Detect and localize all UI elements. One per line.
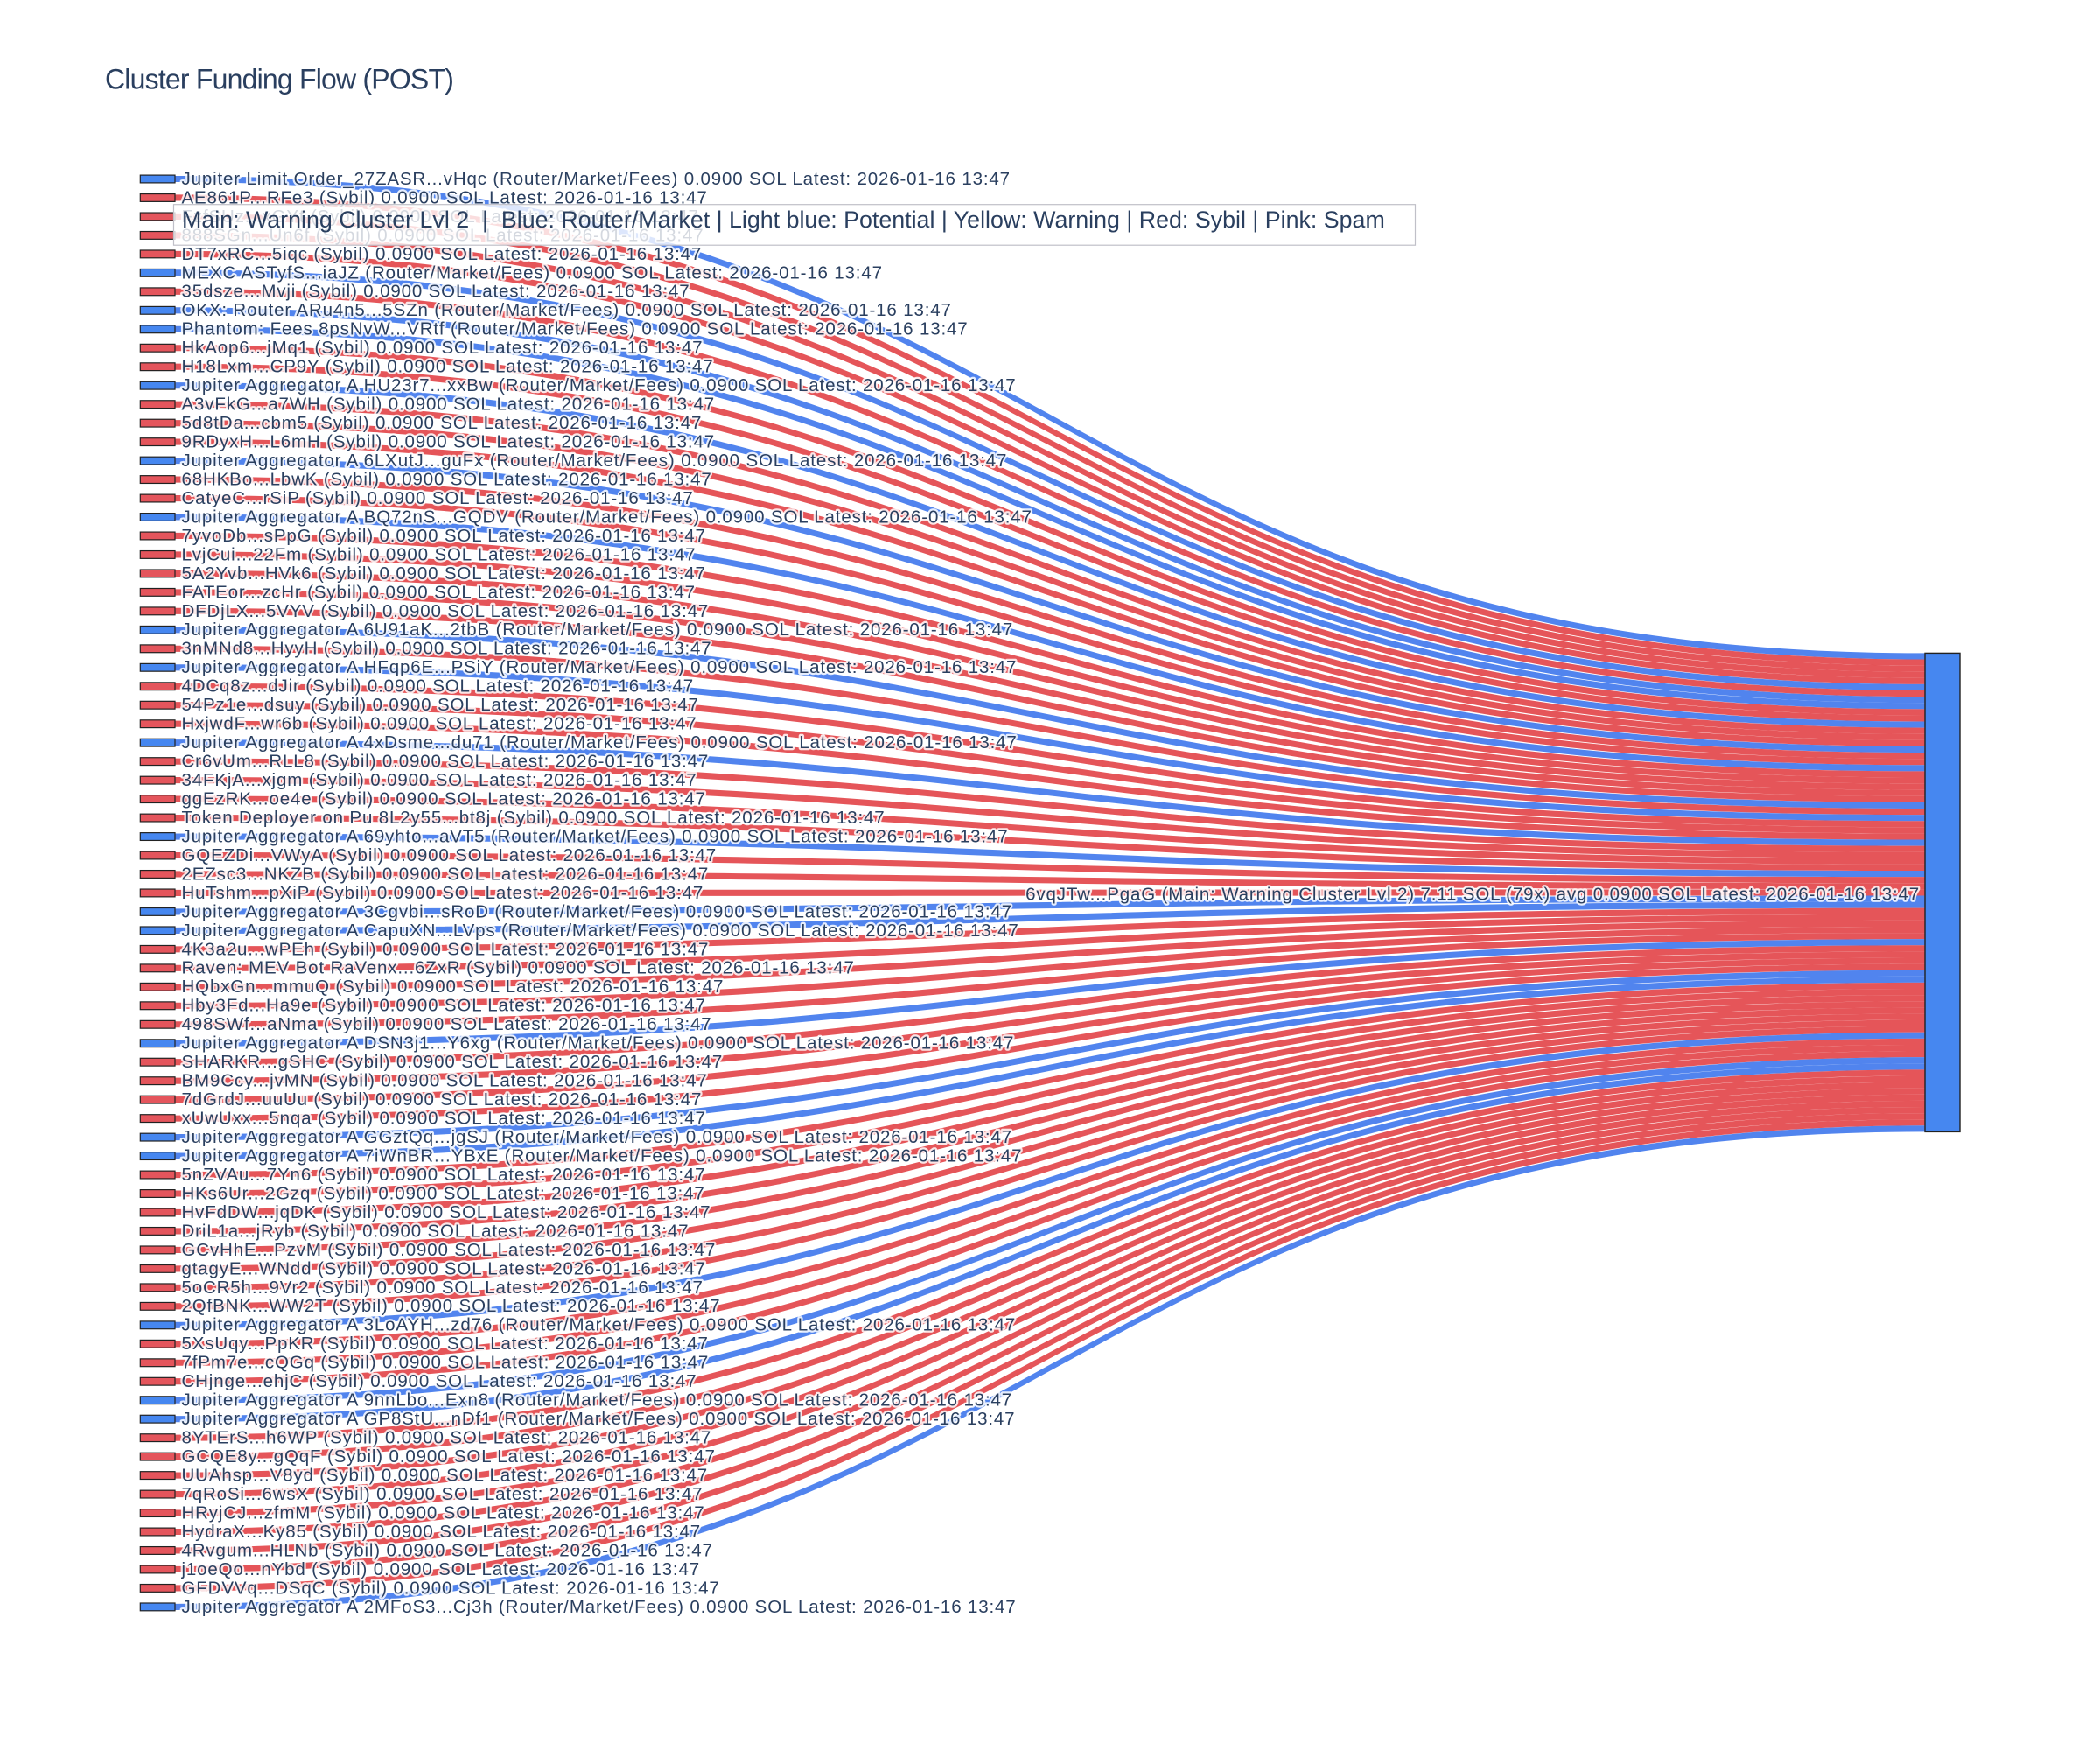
svg-text:7qRoSi...6wsX (Sybil) 0.0900 S: 7qRoSi...6wsX (Sybil) 0.0900 SOL Latest:… — [182, 1484, 704, 1504]
svg-text:4DCq8z...dJir (Sybil) 0.0900 S: 4DCq8z...dJir (Sybil) 0.0900 SOL Latest:… — [182, 676, 695, 696]
svg-text:Hby3Fd...Ha9e (Sybil) 0.0900 S: Hby3Fd...Ha9e (Sybil) 0.0900 SOL Latest:… — [182, 996, 706, 1016]
svg-text:DT7xRC...5iqc (Sybil) 0.0900 S: DT7xRC...5iqc (Sybil) 0.0900 SOL Latest:… — [182, 244, 703, 264]
svg-text:6vqJTw...PgaG (Main: Warning C: 6vqJTw...PgaG (Main: Warning Cluster Lvl… — [1026, 885, 1920, 905]
svg-text:3nMNd8...HyyH (Sybil) 0.0900 S: 3nMNd8...HyyH (Sybil) 0.0900 SOL Latest:… — [182, 639, 712, 659]
svg-text:5oCR5h...9Vr2 (Sybil) 0.0900 S: 5oCR5h...9Vr2 (Sybil) 0.0900 SOL Latest:… — [182, 1278, 704, 1298]
svg-text:7dGrdJ...uuUu (Sybil) 0.0900 S: 7dGrdJ...uuUu (Sybil) 0.0900 SOL Latest:… — [182, 1089, 703, 1110]
svg-text:5XsUqy...PpKR (Sybil) 0.0900 S: 5XsUqy...PpKR (Sybil) 0.0900 SOL Latest:… — [182, 1334, 709, 1354]
svg-text:BM9Ccy...jvMN (Sybil) 0.0900 S: BM9Ccy...jvMN (Sybil) 0.0900 SOL Latest:… — [182, 1071, 708, 1091]
svg-text:7yvoDb...sPpG (Sybil) 0.0900 S: 7yvoDb...sPpG (Sybil) 0.0900 SOL Latest:… — [182, 526, 706, 546]
svg-text:HKs6Ur...2Gzq (Sybil) 0.0900 S: HKs6Ur...2Gzq (Sybil) 0.0900 SOL Latest:… — [182, 1183, 705, 1203]
svg-text:GCQE8y...gQqF (Sybil) 0.0900 S: GCQE8y...gQqF (Sybil) 0.0900 SOL Latest:… — [182, 1446, 716, 1466]
svg-text:xUwUxx...5nqa (Sybil) 0.0900 S: xUwUxx...5nqa (Sybil) 0.0900 SOL Latest:… — [182, 1109, 706, 1129]
svg-text:Jupiter Aggregator A HU23r7...: Jupiter Aggregator A HU23r7...xxBw (Rout… — [182, 375, 1017, 396]
svg-text:HxjwdF...wr6b (Sybil) 0.0900 S: HxjwdF...wr6b (Sybil) 0.0900 SOL Latest:… — [182, 714, 697, 734]
svg-text:HydraX...Ky85 (Sybil) 0.0900 S: HydraX...Ky85 (Sybil) 0.0900 SOL Latest:… — [182, 1522, 702, 1542]
svg-text:Jupiter Aggregator A 69yhto...: Jupiter Aggregator A 69yhto...aVT5 (Rout… — [182, 826, 1009, 846]
svg-text:7fPm7e...cQGq (Sybil) 0.0900 S: 7fPm7e...cQGq (Sybil) 0.0900 SOL Latest:… — [182, 1353, 710, 1373]
svg-text:Raven: MEV Bot RaVenx...6ZxR (: Raven: MEV Bot RaVenx...6ZxR (Sybil) 0.0… — [182, 958, 855, 978]
svg-text:8YTErS...h6WP (Sybil) 0.0900 S: 8YTErS...h6WP (Sybil) 0.0900 SOL Latest:… — [182, 1428, 712, 1448]
svg-text:Token Deployer on Pu 8L2y55...: Token Deployer on Pu 8L2y55...bt8j (Sybi… — [182, 808, 886, 828]
svg-text:Jupiter Aggregator A 7iWnBR...: Jupiter Aggregator A 7iWnBR...YBxE (Rout… — [182, 1145, 1023, 1166]
svg-text:Jupiter Limit Order_27ZASR...v: Jupiter Limit Order_27ZASR...vHqc (Route… — [182, 169, 1011, 189]
svg-text:HuTshm...pXiP (Sybil) 0.0900 S: HuTshm...pXiP (Sybil) 0.0900 SOL Latest:… — [182, 883, 704, 903]
svg-text:Cluster Funding Flow (POST): Cluster Funding Flow (POST) — [105, 64, 453, 95]
svg-text:FATEor...zcHr (Sybil) 0.0900 S: FATEor...zcHr (Sybil) 0.0900 SOL Latest:… — [182, 582, 696, 602]
svg-text:gtagyE...WNdd (Sybil) 0.0900 S: gtagyE...WNdd (Sybil) 0.0900 SOL Latest:… — [182, 1258, 706, 1278]
svg-text:OKX: Router ARu4n5...5SZn (Rou: OKX: Router ARu4n5...5SZn (Router/Market… — [182, 300, 952, 320]
svg-text:5A2Yvb...HVk6 (Sybil) 0.0900 S: 5A2Yvb...HVk6 (Sybil) 0.0900 SOL Latest:… — [182, 564, 706, 584]
svg-text:68HKBo...LbwK (Sybil) 0.0900 S: 68HKBo...LbwK (Sybil) 0.0900 SOL Latest:… — [182, 469, 712, 489]
svg-text:Jupiter Aggregator A 3Cgvbi...: Jupiter Aggregator A 3Cgvbi...sRoD (Rout… — [182, 901, 1012, 921]
svg-text:Cr6vUm...RLL8 (Sybil) 0.0900 S: Cr6vUm...RLL8 (Sybil) 0.0900 SOL Latest:… — [182, 752, 710, 772]
svg-text:j1oeQo...nYbd (Sybil) 0.0900 S: j1oeQo...nYbd (Sybil) 0.0900 SOL Latest:… — [181, 1559, 700, 1579]
svg-text:2QfBNK...WW2T (Sybil) 0.0900 S: 2QfBNK...WW2T (Sybil) 0.0900 SOL Latest:… — [182, 1296, 721, 1316]
svg-text:DFDjLX...5VYV (Sybil) 0.0900 S: DFDjLX...5VYV (Sybil) 0.0900 SOL Latest:… — [182, 601, 710, 621]
svg-text:CHjnge...ehjC (Sybil) 0.0900 S: CHjnge...ehjC (Sybil) 0.0900 SOL Latest:… — [182, 1371, 697, 1391]
svg-text:CatyeC...rSiP (Sybil) 0.0900 S: CatyeC...rSiP (Sybil) 0.0900 SOL Latest:… — [182, 488, 694, 508]
svg-text:9RDyxH...L6mH (Sybil) 0.0900 S: 9RDyxH...L6mH (Sybil) 0.0900 SOL Latest:… — [182, 432, 715, 452]
svg-text:Jupiter Aggregator A BQ72nS...: Jupiter Aggregator A BQ72nS...GQDV (Rout… — [182, 507, 1032, 527]
svg-text:35dsze...Mvji (Sybil) 0.0900 S: 35dsze...Mvji (Sybil) 0.0900 SOL Latest:… — [182, 282, 690, 302]
svg-text:HQbxGn...mmuQ (Sybil) 0.0900 S: HQbxGn...mmuQ (Sybil) 0.0900 SOL Latest:… — [182, 976, 724, 997]
svg-text:DriL1a...jRyb (Sybil) 0.0900 S: DriL1a...jRyb (Sybil) 0.0900 SOL Latest:… — [182, 1221, 690, 1241]
svg-text:Jupiter Aggregator A 6U91aK...: Jupiter Aggregator A 6U91aK...2tbB (Rout… — [182, 620, 1014, 640]
svg-text:5d8tDa...cbm5 (Sybil) 0.0900 S: 5d8tDa...cbm5 (Sybil) 0.0900 SOL Latest:… — [182, 413, 703, 433]
svg-text:MEXC ASTyfS...iaJZ (Router/Mar: MEXC ASTyfS...iaJZ (Router/Market/Fees) … — [182, 262, 883, 283]
svg-text:2EZsc3...NKZB (Sybil) 0.0900 S: 2EZsc3...NKZB (Sybil) 0.0900 SOL Latest:… — [182, 864, 710, 884]
svg-text:Jupiter Aggregator A GGztQq...: Jupiter Aggregator A GGztQq...jgSJ (Rout… — [182, 1127, 1012, 1147]
svg-text:Jupiter Aggregator A CapuXN...: Jupiter Aggregator A CapuXN...LVps (Rout… — [182, 920, 1019, 941]
svg-text:HvFdDW...jqDK (Sybil) 0.0900 S: HvFdDW...jqDK (Sybil) 0.0900 SOL Latest:… — [182, 1202, 711, 1222]
svg-text:34FKjA...xjgm (Sybil) 0.0900 S: 34FKjA...xjgm (Sybil) 0.0900 SOL Latest:… — [182, 770, 697, 790]
svg-text:54Pz1e...dsuy (Sybil) 0.0900 S: 54Pz1e...dsuy (Sybil) 0.0900 SOL Latest:… — [182, 695, 699, 715]
svg-text:4Rvgum...HLNb (Sybil) 0.0900 S: 4Rvgum...HLNb (Sybil) 0.0900 SOL Latest:… — [182, 1540, 713, 1560]
svg-text:Jupiter Aggregator A DSN3j1...: Jupiter Aggregator A DSN3j1...Y6xg (Rout… — [182, 1033, 1015, 1054]
svg-text:HRyjCJ...zfmM (Sybil) 0.0900 S: HRyjCJ...zfmM (Sybil) 0.0900 SOL Latest:… — [182, 1502, 705, 1522]
svg-text:GCvHhE...PzvM (Sybil) 0.0900 S: GCvHhE...PzvM (Sybil) 0.0900 SOL Latest:… — [182, 1240, 717, 1260]
svg-text:ggEzRK...oe4e (Sybil) 0.0900 S: ggEzRK...oe4e (Sybil) 0.0900 SOL Latest:… — [182, 788, 706, 808]
svg-text:SHARKR...gSHC (Sybil) 0.0900 S: SHARKR...gSHC (Sybil) 0.0900 SOL Latest:… — [182, 1052, 724, 1072]
svg-text:Jupiter Aggregator A 2MFoS3...: Jupiter Aggregator A 2MFoS3...Cj3h (Rout… — [182, 1597, 1017, 1617]
svg-text:498SWf...aNma (Sybil) 0.0900 S: 498SWf...aNma (Sybil) 0.0900 SOL Latest:… — [182, 1014, 712, 1034]
svg-text:LvjCui...22Fm (Sybil) 0.0900 S: LvjCui...22Fm (Sybil) 0.0900 SOL Latest:… — [182, 544, 696, 564]
svg-text:GFDVVq...DSqC (Sybil) 0.0900 S: GFDVVq...DSqC (Sybil) 0.0900 SOL Latest:… — [182, 1578, 720, 1598]
svg-text:Jupiter Aggregator A HFqp6E...: Jupiter Aggregator A HFqp6E...PSiY (Rout… — [182, 657, 1018, 677]
svg-text:5nZVAu...7Yn6 (Sybil) 0.0900 S: 5nZVAu...7Yn6 (Sybil) 0.0900 SOL Latest:… — [182, 1165, 706, 1185]
svg-text:HkAop6...jMq1 (Sybil) 0.0900 S: HkAop6...jMq1 (Sybil) 0.0900 SOL Latest:… — [182, 338, 704, 358]
svg-text:Jupiter Aggregator A 6LXutJ...: Jupiter Aggregator A 6LXutJ...guFx (Rout… — [182, 451, 1008, 471]
svg-text:A3vFkG...a7WH (Sybil) 0.0900 S: A3vFkG...a7WH (Sybil) 0.0900 SOL Latest:… — [182, 395, 715, 415]
svg-text:Main: Warning Cluster Lvl 2 |: Main: Warning Cluster Lvl 2 | Blue: Rout… — [182, 206, 1385, 233]
svg-text:Jupiter Aggregator A 9nnLbo...: Jupiter Aggregator A 9nnLbo...Exn8 (Rout… — [182, 1390, 1013, 1410]
svg-text:Jupiter Aggregator A 4xDsme...: Jupiter Aggregator A 4xDsme...du71 (Rout… — [182, 732, 1018, 752]
svg-text:Jupiter Aggregator A GP8StU...: Jupiter Aggregator A GP8StU...nDf1 (Rout… — [182, 1409, 1016, 1429]
svg-text:Jupiter Aggregator A 3LoAYH...: Jupiter Aggregator A 3LoAYH...zd76 (Rout… — [182, 1315, 1017, 1335]
svg-text:UUAhsp...V8yd (Sybil) 0.0900 S: UUAhsp...V8yd (Sybil) 0.0900 SOL Latest:… — [182, 1465, 709, 1485]
svg-text:Phantom: Fees 8psNvW...VRtf (R: Phantom: Fees 8psNvW...VRtf (Router/Mark… — [182, 319, 969, 340]
svg-text:H18Lxm...CP9Y (Sybil) 0.0900 S: H18Lxm...CP9Y (Sybil) 0.0900 SOL Latest:… — [182, 357, 714, 377]
svg-text:GQEZDi...VWyA (Sybil) 0.0900 S: GQEZDi...VWyA (Sybil) 0.0900 SOL Latest:… — [182, 845, 718, 865]
svg-text:4K3a2u...wPEh (Sybil) 0.0900 S: 4K3a2u...wPEh (Sybil) 0.0900 SOL Latest:… — [182, 939, 710, 959]
